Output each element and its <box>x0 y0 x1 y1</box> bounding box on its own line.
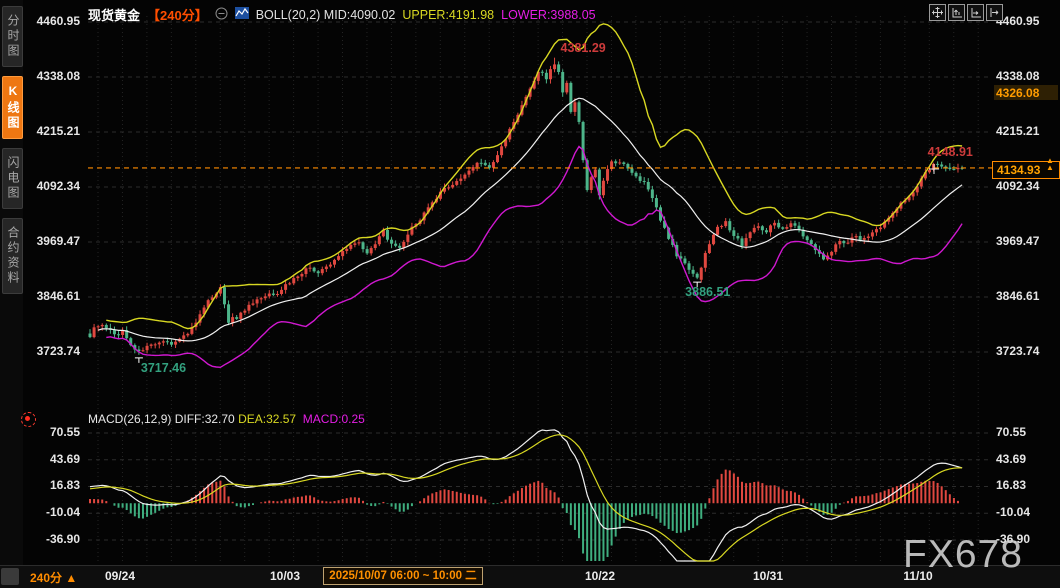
macd-diff-label: MACD(26,12,9) DIFF:32.70 <box>88 412 235 426</box>
high-price-annotation: 4381.29 <box>560 40 606 55</box>
price-arrow-icon: ▲ ▲ <box>1046 156 1054 172</box>
record-status-icon[interactable] <box>21 412 36 427</box>
macd-tick-left: -10.04 <box>45 505 80 520</box>
sidebar-tab-3[interactable]: 合约资料 <box>2 218 23 294</box>
chart-header: 现货黄金 【240分】 BOLL(20,2) MID:4090.02 UPPER… <box>88 5 596 24</box>
macd-tick-right: -10.04 <box>996 505 1031 520</box>
fx678-watermark: FX678 <box>903 533 1023 576</box>
price-tick-right: 4460.95 <box>996 14 1040 28</box>
price-tick-left: 4215.21 <box>36 124 80 138</box>
price-tick-right: 3723.74 <box>996 344 1040 359</box>
price-tick-right: 3846.61 <box>996 289 1040 304</box>
price-tick-left: 4092.34 <box>36 179 80 194</box>
macd-bar-label: MACD:0.25 <box>302 412 365 426</box>
period-tag: 【240分】 <box>147 8 208 23</box>
shift-chart-icon[interactable] <box>986 4 1003 21</box>
time-axis-bar <box>0 565 1060 588</box>
macd-tick-right: 16.83 <box>996 478 1027 493</box>
macd-tick-right: 43.69 <box>996 451 1027 466</box>
price-tick-left: 4460.95 <box>36 14 80 28</box>
selected-candle-time-label: 2025/10/07 06:00 ~ 10:00 二 <box>323 567 483 585</box>
price-tick-right: 4092.34 <box>996 179 1040 194</box>
price-tick-left: 4338.08 <box>36 69 80 83</box>
chart-type-sidebar: 分时图 K线图闪电图合约资料 <box>0 0 23 588</box>
symbol-name: 现货黄金 <box>88 8 141 23</box>
macd-tick-left: -36.90 <box>45 531 80 546</box>
zoom-scale-icon[interactable] <box>948 4 965 21</box>
pan-scale-icon[interactable] <box>967 4 984 21</box>
price-tick-right: 4338.08 <box>996 69 1040 83</box>
high-price-annotation: 4148.91 <box>927 144 973 159</box>
chart-toolbar <box>929 4 1003 21</box>
sidebar-tab-2[interactable]: 闪电图 <box>2 148 23 209</box>
crosshair-tool-icon[interactable] <box>929 4 946 21</box>
macd-legend: MACD(26,12,9) DIFF:32.70 DEA:32.57 MACD:… <box>88 412 365 426</box>
boll-lower-label: LOWER:3988.05 <box>501 7 596 22</box>
x-tick-10-22: 10/22 <box>584 569 616 583</box>
period-selector-button[interactable]: 240分 ▲ <box>30 571 78 585</box>
price-tick-left: 3969.47 <box>36 234 80 249</box>
boll-mid-label: BOLL(20,2) MID:4090.02 <box>255 7 396 22</box>
x-tick-10-03: 10/03 <box>269 569 301 583</box>
low-price-annotation: 3717.46 <box>140 360 187 375</box>
macd-tick-left: 70.55 <box>49 425 80 439</box>
macd-tick-left: 16.83 <box>49 478 80 493</box>
collapse-indicator-icon[interactable] <box>215 7 228 23</box>
sidebar-tab-1[interactable]: K线图 <box>2 76 23 139</box>
low-price-annotation: 3886.51 <box>685 285 731 300</box>
x-tick-10-31: 10/31 <box>752 569 784 583</box>
boll-upper-label: UPPER:4191.98 <box>402 7 495 22</box>
price-tick-right: 3969.47 <box>996 234 1040 249</box>
chart-type-icon[interactable] <box>234 7 249 22</box>
x-tick-09-24: 09/24 <box>104 569 136 583</box>
price-tick-right: 4215.21 <box>996 124 1040 138</box>
corner-button[interactable] <box>1 568 19 585</box>
macd-dea-label: DEA:32.57 <box>238 412 297 426</box>
price-tick-left: 3723.74 <box>36 344 80 359</box>
price-tick-left: 3846.61 <box>36 289 80 304</box>
x-tick-11-10: 11/10 <box>903 569 933 583</box>
macd-tick-right: 70.55 <box>996 425 1027 439</box>
macd-tick-left: 43.69 <box>49 451 80 466</box>
crosshair-mark <box>929 164 939 174</box>
sidebar-tab-0[interactable]: 分时图 <box>2 6 23 67</box>
macd-tick-right: -36.90 <box>996 531 1031 546</box>
reference-price-badge: 4326.08 <box>994 85 1058 100</box>
